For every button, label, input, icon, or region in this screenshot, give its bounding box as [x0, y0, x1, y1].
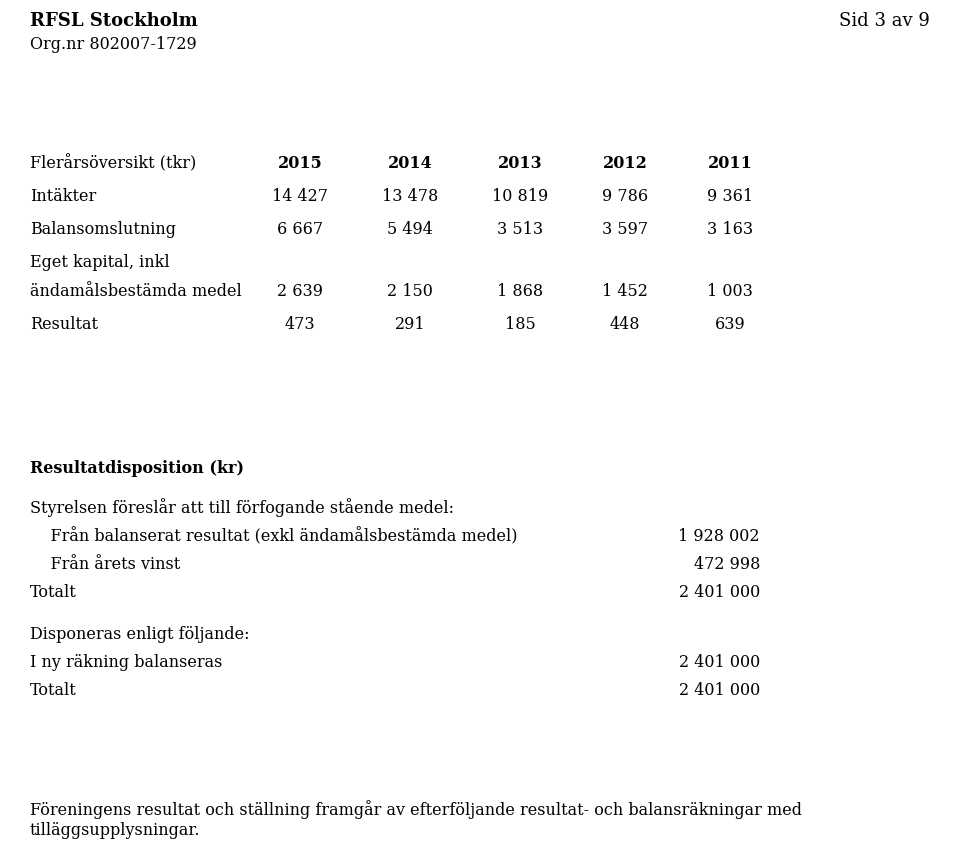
Text: Intäkter: Intäkter: [30, 188, 96, 205]
Text: 2011: 2011: [708, 155, 753, 172]
Text: 291: 291: [395, 316, 425, 333]
Text: 5 494: 5 494: [387, 221, 433, 238]
Text: 9 361: 9 361: [707, 188, 753, 205]
Text: 639: 639: [714, 316, 745, 333]
Text: 2 639: 2 639: [277, 283, 323, 300]
Text: Föreningens resultat och ställning framgår av efterföljande resultat- och balans: Föreningens resultat och ställning framg…: [30, 800, 802, 819]
Text: 2 150: 2 150: [387, 283, 433, 300]
Text: Sid 3 av 9: Sid 3 av 9: [839, 12, 930, 30]
Text: 2013: 2013: [497, 155, 542, 172]
Text: 1 928 002: 1 928 002: [679, 528, 760, 545]
Text: ändamålsbestämda medel: ändamålsbestämda medel: [30, 283, 242, 300]
Text: 472 998: 472 998: [694, 556, 760, 573]
Text: Från balanserat resultat (exkl ändamålsbestämda medel): Från balanserat resultat (exkl ändamålsb…: [30, 528, 517, 545]
Text: 2015: 2015: [277, 155, 323, 172]
Text: 3 513: 3 513: [497, 221, 543, 238]
Text: I ny räkning balanseras: I ny räkning balanseras: [30, 654, 223, 671]
Text: 473: 473: [285, 316, 315, 333]
Text: 185: 185: [505, 316, 536, 333]
Text: 1 003: 1 003: [708, 283, 753, 300]
Text: Eget kapital, inkl: Eget kapital, inkl: [30, 254, 170, 271]
Text: Disponeras enligt följande:: Disponeras enligt följande:: [30, 626, 250, 643]
Text: RFSL Stockholm: RFSL Stockholm: [30, 12, 198, 30]
Text: 14 427: 14 427: [272, 188, 328, 205]
Text: Från årets vinst: Från årets vinst: [30, 556, 180, 573]
Text: Balansomslutning: Balansomslutning: [30, 221, 176, 238]
Text: 1 452: 1 452: [602, 283, 648, 300]
Text: Resultatdisposition (kr): Resultatdisposition (kr): [30, 460, 244, 477]
Text: 13 478: 13 478: [382, 188, 438, 205]
Text: 3 163: 3 163: [707, 221, 753, 238]
Text: 2 401 000: 2 401 000: [679, 654, 760, 671]
Text: 2 401 000: 2 401 000: [679, 584, 760, 601]
Text: Flerårsöversikt (tkr): Flerårsöversikt (tkr): [30, 155, 196, 173]
Text: 2012: 2012: [603, 155, 647, 172]
Text: 10 819: 10 819: [492, 188, 548, 205]
Text: Org.nr 802007-1729: Org.nr 802007-1729: [30, 36, 197, 53]
Text: Styrelsen föreslår att till förfogande stående medel:: Styrelsen föreslår att till förfogande s…: [30, 498, 454, 517]
Text: Totalt: Totalt: [30, 682, 77, 699]
Text: 9 786: 9 786: [602, 188, 648, 205]
Text: Resultat: Resultat: [30, 316, 98, 333]
Text: 1 868: 1 868: [497, 283, 543, 300]
Text: 2014: 2014: [388, 155, 432, 172]
Text: 2 401 000: 2 401 000: [679, 682, 760, 699]
Text: tilläggsupplysningar.: tilläggsupplysningar.: [30, 822, 201, 839]
Text: 3 597: 3 597: [602, 221, 648, 238]
Text: 448: 448: [610, 316, 640, 333]
Text: Totalt: Totalt: [30, 584, 77, 601]
Text: 6 667: 6 667: [276, 221, 324, 238]
